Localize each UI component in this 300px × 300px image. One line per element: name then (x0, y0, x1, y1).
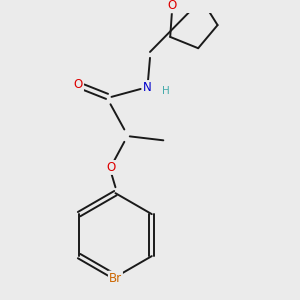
Text: O: O (74, 78, 83, 91)
Text: O: O (168, 0, 177, 12)
Text: O: O (107, 161, 116, 174)
Text: Br: Br (109, 272, 122, 285)
Text: N: N (143, 81, 152, 94)
Text: H: H (162, 86, 170, 96)
